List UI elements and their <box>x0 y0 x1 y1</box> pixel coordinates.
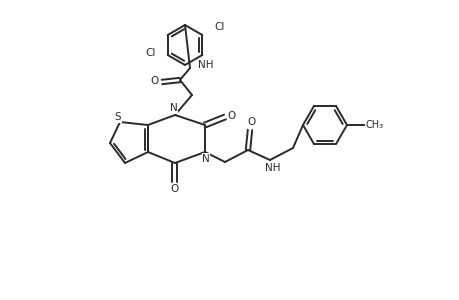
Text: NH: NH <box>197 60 213 70</box>
Text: N: N <box>202 154 209 164</box>
Text: O: O <box>170 184 179 194</box>
Text: S: S <box>114 112 121 122</box>
Text: NH: NH <box>265 163 280 173</box>
Text: CH₃: CH₃ <box>365 120 383 130</box>
Text: Cl: Cl <box>145 48 155 58</box>
Text: O: O <box>151 76 159 86</box>
Text: Cl: Cl <box>214 22 224 32</box>
Text: O: O <box>247 117 256 127</box>
Text: N: N <box>170 103 178 113</box>
Text: O: O <box>227 111 235 121</box>
